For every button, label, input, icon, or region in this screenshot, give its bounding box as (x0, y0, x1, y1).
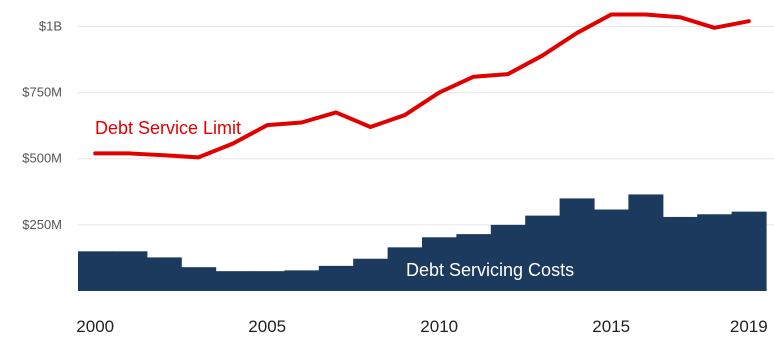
y-tick-label: $750M (22, 85, 62, 100)
bar (490, 224, 526, 291)
bar (525, 215, 561, 291)
bar (112, 251, 148, 291)
y-axis-ticks: $250M $500M $750M $1B (22, 18, 62, 231)
bar (662, 216, 698, 291)
bar (422, 237, 457, 291)
bar (181, 267, 217, 291)
bar (559, 198, 595, 291)
x-tick-label: 2015 (592, 317, 630, 336)
bar (78, 251, 113, 291)
y-tick-label: $1B (39, 18, 62, 33)
bar (594, 209, 629, 291)
bar (697, 214, 733, 291)
y-tick-label: $500M (22, 151, 62, 166)
debt-servicing-costs-bars (78, 194, 767, 291)
bar (387, 247, 423, 291)
debt-service-limit-label: Debt Service Limit (95, 118, 241, 138)
x-tick-label: 2019 (730, 317, 768, 336)
bar (318, 265, 354, 291)
bar (731, 211, 767, 291)
debt-service-limit-line (93, 12, 751, 160)
debt-servicing-costs-label: Debt Servicing Costs (406, 260, 574, 280)
bar (250, 271, 285, 291)
bar (456, 234, 492, 291)
bar (284, 270, 320, 291)
bar (353, 258, 389, 291)
bar (628, 194, 664, 291)
bar (146, 257, 182, 291)
x-tick-label: 2005 (248, 317, 286, 336)
x-tick-label: 2010 (420, 317, 458, 336)
bar (215, 271, 251, 291)
x-tick-label: 2000 (76, 317, 114, 336)
x-axis-ticks: 2000 2005 2010 2015 2019 (76, 317, 767, 336)
y-tick-label: $250M (22, 217, 62, 232)
